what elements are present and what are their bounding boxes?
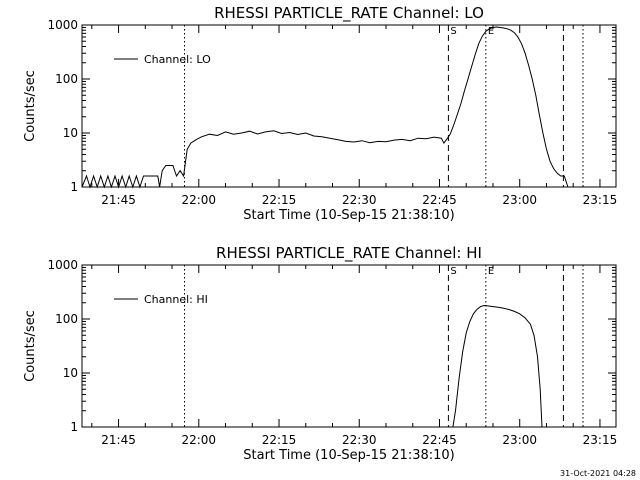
marker-label-s: S (450, 266, 456, 277)
y-tick-label: 1000 (47, 258, 78, 272)
marker-label-s: S (450, 26, 456, 37)
y-tick-label: 10 (63, 366, 78, 380)
x-tick-label: 22:30 (342, 193, 377, 207)
x-tick-label: 22:15 (262, 433, 297, 447)
x-tick-label: 22:45 (422, 193, 457, 207)
legend-entry-label: Channel: HI (144, 293, 208, 306)
marker-label-e: E (488, 26, 494, 37)
x-tick-label: 23:00 (502, 433, 537, 447)
y-tick-label: 100 (55, 72, 78, 86)
marker-label-e: E (488, 266, 494, 277)
y-tick-label: 1000 (47, 18, 78, 32)
y-axis-ticks: 1 10 100 1000 (47, 18, 616, 194)
x-tick-label: 22:00 (181, 433, 216, 447)
x-axis-label: Start Time (10-Sep-15 21:38:10) (243, 208, 454, 223)
series-line-channel-hi (452, 304, 543, 428)
legend: Channel: LO (114, 53, 211, 66)
y-tick-label: 100 (55, 312, 78, 326)
series-line-channel-lo (81, 26, 584, 189)
x-tick-label: 23:15 (583, 433, 618, 447)
y-tick-label: 10 (63, 126, 78, 140)
y-axis-label: Counts/sec (23, 70, 38, 142)
footer-timestamp: 31-Oct-2021 04:28 (560, 469, 636, 478)
plot-frame (81, 24, 617, 188)
x-tick-label: 22:00 (181, 193, 216, 207)
x-axis-label: Start Time (10-Sep-15 21:38:10) (243, 448, 454, 463)
x-tick-label: 21:45 (101, 433, 136, 447)
chart-panel-1: RHESSI PARTICLE_RATE Channel: LO 21:45 22:… (23, 4, 617, 223)
x-tick-label: 23:15 (583, 193, 618, 207)
x-tick-label: 22:45 (422, 433, 457, 447)
x-tick-label: 21:45 (101, 193, 136, 207)
x-tick-label: 23:00 (502, 193, 537, 207)
chart-panel-2: RHESSI PARTICLE_RATE Channel: HI 21:45 22:… (23, 244, 617, 463)
plot-frame (81, 264, 617, 428)
y-axis-ticks: 1 10 100 1000 (47, 258, 616, 434)
x-tick-label: 22:30 (342, 433, 377, 447)
x-tick-label: 22:15 (262, 193, 297, 207)
legend-entry-label: Channel: LO (144, 53, 211, 66)
y-axis-label: Counts/sec (23, 310, 38, 382)
y-tick-label: 1 (70, 180, 78, 194)
chart-title: RHESSI PARTICLE_RATE Channel: HI (216, 244, 482, 263)
x-axis-ticks: 21:45 22:00 22:15 22:30 22:45 23:00 23:15 (91, 265, 618, 447)
y-tick-label: 1 (70, 420, 78, 434)
x-axis-ticks: 21:45 22:00 22:15 22:30 22:45 23:00 23:15 (91, 25, 618, 207)
chart-title: RHESSI PARTICLE_RATE Channel: LO (214, 4, 484, 23)
legend: Channel: HI (114, 293, 208, 306)
